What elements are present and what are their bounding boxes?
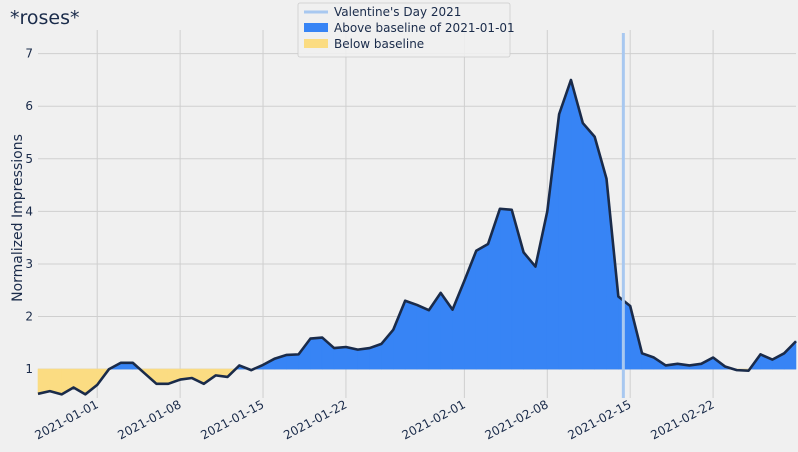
area-segment-0-0	[37, 368, 51, 395]
legend-swatch-below	[304, 39, 328, 48]
area-segment-45-0	[570, 79, 584, 370]
area-segment-10-0	[156, 368, 169, 385]
legend-label-reference: Valentine's Day 2021	[334, 5, 461, 19]
area-segment-46-0	[582, 122, 595, 370]
y-axis-label: Normalized Impressions	[10, 134, 26, 302]
area-segment-37-0	[475, 243, 489, 370]
legend-label-above: Above baseline of 2021-01-01	[334, 21, 515, 35]
area-segment-21-0	[286, 354, 299, 370]
y-tick-label-5: 6	[25, 99, 33, 113]
y-tick-label-6: 7	[25, 47, 33, 61]
area-segment-39-0	[499, 208, 513, 370]
legend: Valentine's Day 2021 Above baseline of 2…	[297, 2, 515, 58]
area-segment-23-0	[310, 337, 323, 370]
area-segment-32-0	[416, 304, 430, 370]
legend-box	[297, 2, 511, 58]
y-tick-label-0: 1	[25, 362, 33, 376]
y-axis-ticks: 1 2 3 4 5 6 7	[25, 47, 33, 376]
chart-title: *roses*	[10, 7, 80, 29]
area-segment-25-0	[333, 346, 347, 370]
area-fills	[37, 79, 797, 395]
y-tick-label-2: 3	[25, 257, 33, 271]
area-segment-44-0	[558, 79, 572, 370]
y-tick-label-3: 4	[25, 204, 33, 218]
series-lines	[37, 33, 797, 398]
area-segment-31-0	[404, 300, 418, 370]
area-segment-41-0	[523, 251, 536, 370]
legend-label-below: Below baseline	[334, 37, 424, 51]
series-line	[37, 78, 797, 396]
y-tick-label-4: 5	[25, 152, 33, 166]
area-segment-27-0	[357, 347, 370, 370]
legend-swatch-above	[304, 23, 328, 32]
y-tick-label-1: 2	[25, 310, 33, 324]
